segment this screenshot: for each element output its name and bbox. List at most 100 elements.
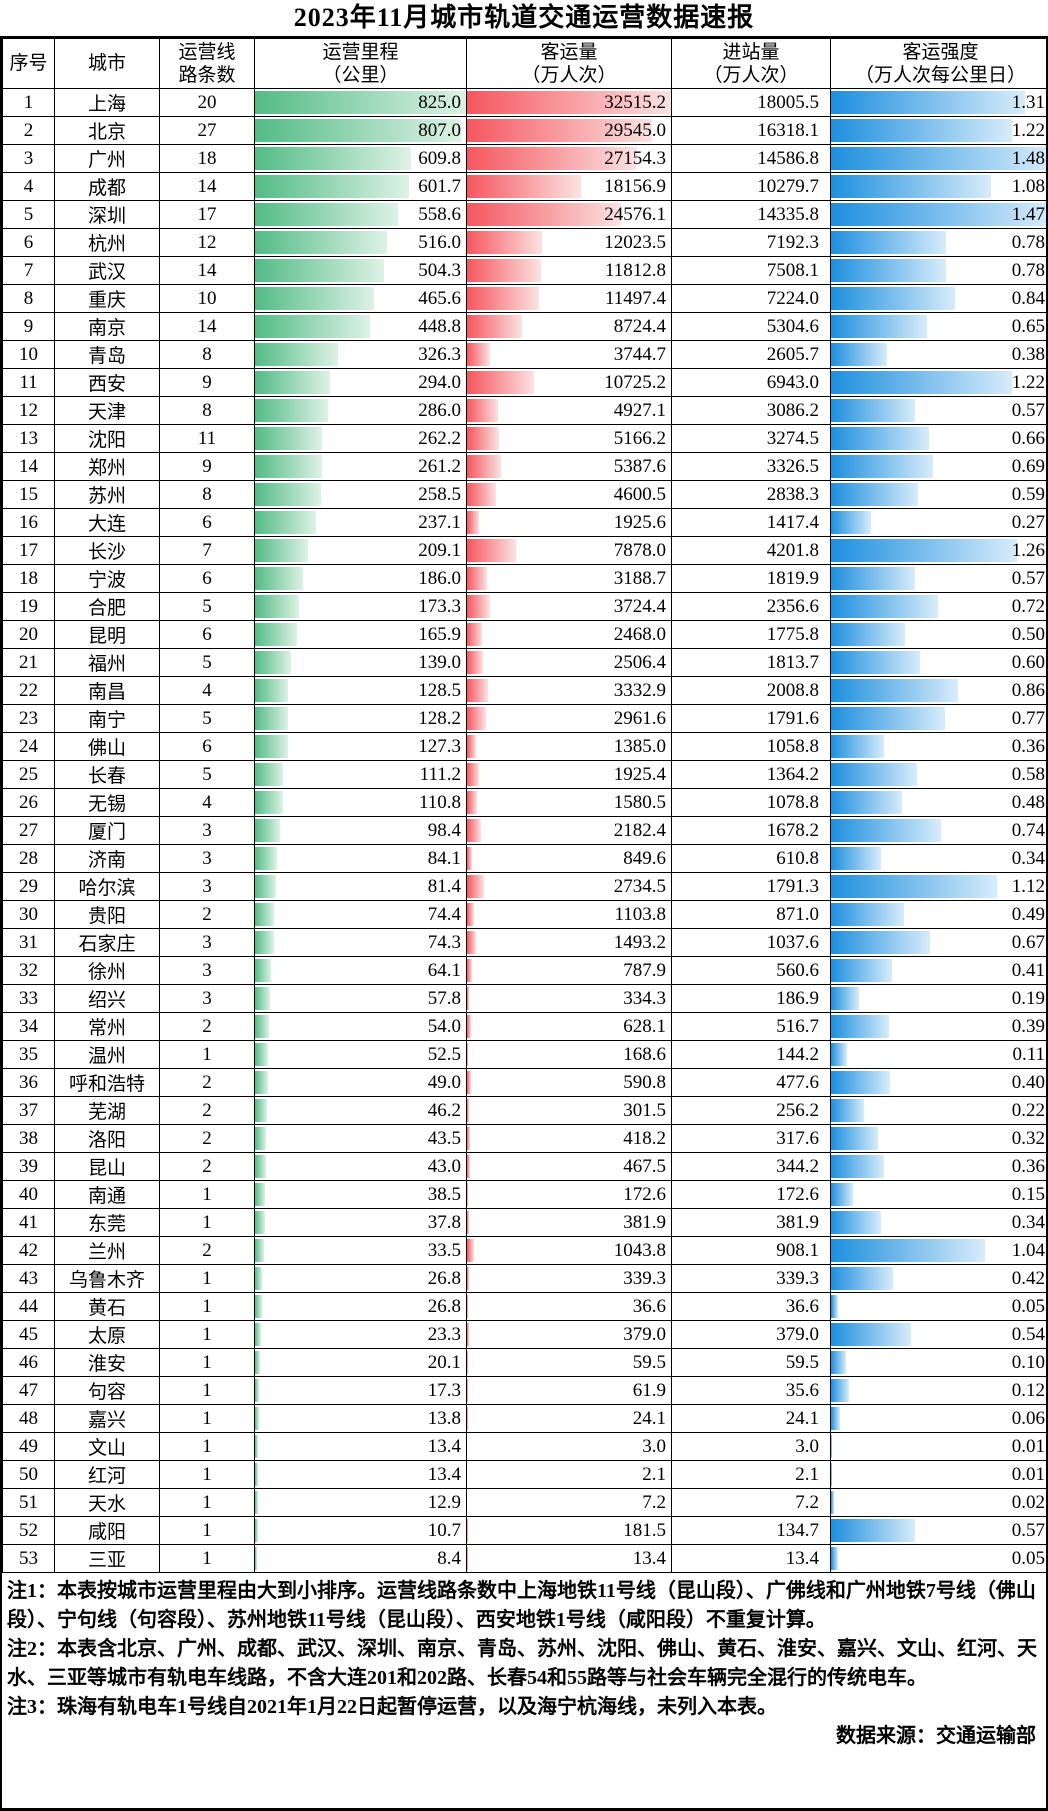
lines-count-cell: 2 (159, 1068, 255, 1097)
city-cell: 淮安 (54, 1348, 160, 1377)
table-row: 11 西安 9 294.0 10725.2 6943.0 1.22 (2, 368, 1046, 397)
passengers-value: 590.8 (623, 1071, 666, 1093)
rank-cell: 39 (2, 1152, 55, 1181)
city-cell: 黄石 (54, 1292, 160, 1321)
city-cell: 乌鲁木齐 (54, 1264, 160, 1293)
intensity-bar (831, 595, 938, 618)
lines-count-cell: 6 (159, 564, 255, 593)
intensity-value: 0.65 (1011, 315, 1045, 337)
lines-count-cell: 9 (159, 368, 255, 397)
passengers-bar (467, 511, 480, 534)
mileage-value: 12.9 (427, 1491, 461, 1513)
table-row: 7 武汉 14 504.3 11812.8 7508.1 0.78 (2, 256, 1046, 285)
intensity-value: 0.34 (1011, 1211, 1045, 1233)
mileage-value: 465.6 (418, 287, 461, 309)
mileage-bar (255, 623, 298, 646)
passengers-cell: 2734.5 (466, 872, 672, 901)
intensity-bar (831, 1155, 885, 1178)
table-row: 53 三亚 1 8.4 13.4 13.4 0.05 (2, 1544, 1046, 1573)
mileage-bar (255, 679, 288, 702)
intensity-value: 0.42 (1011, 1267, 1045, 1289)
mileage-cell: 33.5 (254, 1236, 467, 1265)
intensity-value: 0.57 (1011, 567, 1045, 589)
passengers-value: 4927.1 (613, 399, 666, 421)
passengers-value: 5166.2 (613, 427, 666, 449)
passengers-cell: 168.6 (466, 1040, 672, 1069)
mileage-value: 98.4 (427, 819, 461, 841)
mileage-bar (255, 203, 398, 226)
mileage-bar (255, 119, 462, 142)
lines-count-cell: 2 (159, 1124, 255, 1153)
table-row: 27 厦门 3 98.4 2182.4 1678.2 0.74 (2, 816, 1046, 845)
lines-count-cell: 3 (159, 872, 255, 901)
rank-cell: 35 (2, 1040, 55, 1069)
passengers-value: 172.6 (623, 1183, 666, 1205)
mileage-value: 74.3 (427, 931, 461, 953)
intensity-cell: 0.42 (830, 1264, 1046, 1293)
mileage-value: 20.1 (427, 1351, 461, 1373)
city-cell: 杭州 (54, 228, 160, 257)
intensity-value: 0.34 (1011, 847, 1045, 869)
passengers-bar (467, 539, 517, 562)
entries-cell: 24.1 (671, 1404, 831, 1433)
entries-cell: 317.6 (671, 1124, 831, 1153)
mileage-bar (255, 1183, 265, 1206)
rank-cell: 16 (2, 508, 55, 537)
note-3: 注3：珠海有轨电车1号线自2021年1月22日起暂停运营，以及海宁杭海线，未列入… (7, 1696, 777, 1718)
mileage-bar (255, 1491, 259, 1514)
mileage-bar (255, 1547, 258, 1570)
col-header-intensity: 客运强度 （万人次每公里日） (830, 38, 1046, 89)
passengers-bar (467, 903, 474, 926)
intensity-cell: 0.74 (830, 816, 1046, 845)
mileage-cell: 13.8 (254, 1404, 467, 1433)
lines-count-cell: 3 (159, 816, 255, 845)
entries-cell: 3.0 (671, 1432, 831, 1461)
entries-cell: 7508.1 (671, 256, 831, 285)
passengers-cell: 418.2 (466, 1124, 672, 1153)
intensity-bar (831, 1127, 879, 1150)
intensity-bar (831, 259, 947, 282)
mileage-bar (255, 371, 331, 394)
intensity-value: 1.08 (1011, 175, 1045, 197)
table-row: 13 沈阳 11 262.2 5166.2 3274.5 0.66 (2, 424, 1046, 453)
mileage-bar (255, 1071, 268, 1094)
mileage-value: 13.8 (427, 1407, 461, 1429)
mileage-bar (255, 1295, 262, 1318)
passengers-value: 1925.6 (613, 511, 666, 533)
mileage-bar (255, 483, 322, 506)
mileage-value: 286.0 (418, 399, 461, 421)
lines-count-cell: 17 (159, 200, 255, 229)
intensity-bar (831, 1547, 839, 1570)
table-row: 18 宁波 6 186.0 3188.7 1819.9 0.57 (2, 564, 1046, 593)
city-cell: 三亚 (54, 1544, 160, 1573)
table-row: 16 大连 6 237.1 1925.6 1417.4 0.27 (2, 508, 1046, 537)
passengers-value: 5387.6 (613, 455, 666, 477)
mileage-value: 516.0 (418, 231, 461, 253)
intensity-value: 0.27 (1011, 511, 1045, 533)
lines-count-cell: 10 (159, 284, 255, 313)
table-row: 23 南宁 5 128.2 2961.6 1791.6 0.77 (2, 704, 1046, 733)
rank-cell: 53 (2, 1544, 55, 1573)
col-header-lines: 运营线 路条数 (159, 38, 255, 89)
entries-cell: 186.9 (671, 984, 831, 1013)
intensity-cell: 1.48 (830, 144, 1046, 173)
mileage-value: 173.3 (418, 595, 461, 617)
entries-cell: 5304.6 (671, 312, 831, 341)
mileage-cell: 20.1 (254, 1348, 467, 1377)
intensity-value: 0.58 (1011, 763, 1045, 785)
intensity-cell: 0.01 (830, 1432, 1046, 1461)
intensity-cell: 0.05 (830, 1292, 1046, 1321)
mileage-cell: 81.4 (254, 872, 467, 901)
passengers-cell: 334.3 (466, 984, 672, 1013)
rank-cell: 29 (2, 872, 55, 901)
table-row: 5 深圳 17 558.6 24576.1 14335.8 1.47 (2, 200, 1046, 229)
lines-count-cell: 6 (159, 508, 255, 537)
mileage-cell: 609.8 (254, 144, 467, 173)
intensity-cell: 0.67 (830, 928, 1046, 957)
rank-cell: 41 (2, 1208, 55, 1237)
entries-cell: 1417.4 (671, 508, 831, 537)
lines-count-cell: 9 (159, 452, 255, 481)
city-cell: 郑州 (54, 452, 160, 481)
mileage-bar (255, 1015, 269, 1038)
passengers-cell: 3744.7 (466, 340, 672, 369)
